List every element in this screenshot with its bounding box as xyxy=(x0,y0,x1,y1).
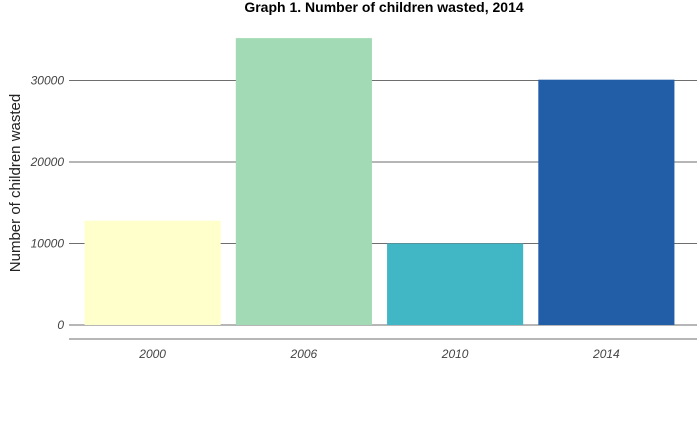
y-axis-label: Number of children wasted xyxy=(7,94,24,272)
x-tick-label: 2000 xyxy=(138,347,166,361)
chart-title: Graph 1. Number of children wasted, 2014 xyxy=(244,0,524,15)
y-axis-ticks: 0 10000 20000 30000 xyxy=(30,74,65,333)
bar-2010 xyxy=(387,243,524,325)
y-tick-label: 20000 xyxy=(30,155,65,169)
bar-2000 xyxy=(84,220,221,325)
y-tick-label: 30000 xyxy=(31,74,65,88)
x-tick-label: 2014 xyxy=(592,347,620,361)
y-tick-label: 0 xyxy=(57,318,64,332)
x-tick-label: 2010 xyxy=(441,347,469,361)
bar-2014 xyxy=(538,79,675,325)
x-tick-label: 2006 xyxy=(290,347,318,361)
x-axis-ticks: 2000 2006 2010 2014 xyxy=(138,347,620,361)
bars xyxy=(84,38,675,326)
bar-2006 xyxy=(235,38,372,326)
y-tick-label: 10000 xyxy=(31,237,65,251)
